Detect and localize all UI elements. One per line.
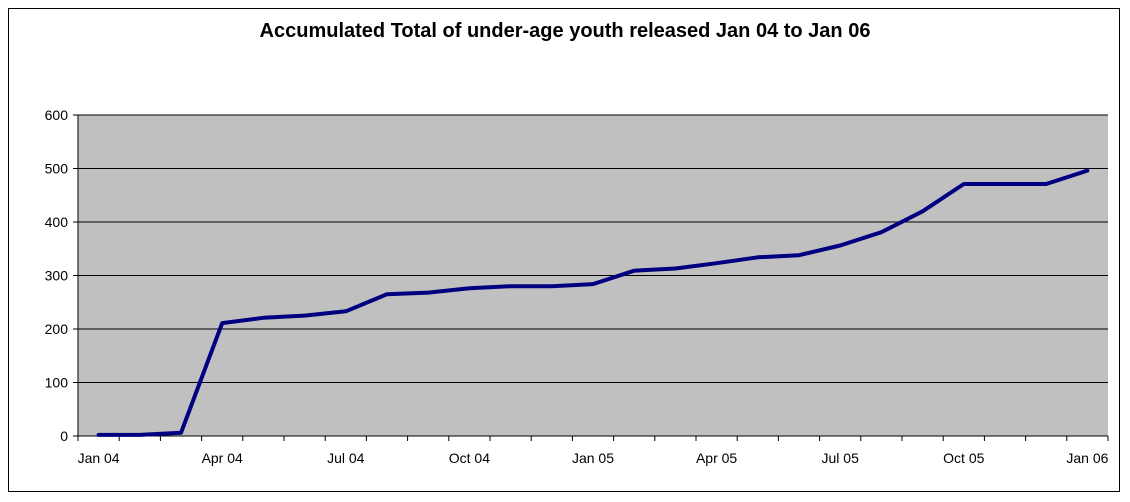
x-tick-label: Jul 05 (822, 450, 860, 466)
data-point (468, 287, 470, 289)
chart-title: Accumulated Total of under-age youth rel… (259, 20, 871, 42)
data-point (262, 317, 264, 319)
data-point (1086, 170, 1088, 172)
x-tick-label: Apr 05 (696, 450, 737, 466)
x-tick-label: Oct 05 (943, 450, 984, 466)
data-point (139, 434, 141, 436)
data-point (345, 310, 347, 312)
y-tick-label: 600 (45, 107, 69, 123)
x-tick-label: Jan 06 (1066, 450, 1108, 466)
y-tick-label: 400 (45, 214, 69, 230)
data-point (304, 315, 306, 317)
x-tick-label: Jul 04 (327, 450, 365, 466)
x-tick-label: Jan 04 (78, 450, 120, 466)
data-point (98, 434, 100, 436)
data-point (674, 268, 676, 270)
data-point (1045, 183, 1047, 185)
y-tick-label: 500 (45, 161, 69, 177)
data-point (633, 270, 635, 272)
x-tick-label: Oct 04 (449, 450, 490, 466)
data-point (427, 292, 429, 294)
data-point (551, 285, 553, 287)
data-point (386, 293, 388, 295)
data-point (716, 262, 718, 264)
data-point (880, 231, 882, 233)
data-point (798, 254, 800, 256)
data-point (510, 285, 512, 287)
data-point (592, 283, 594, 285)
x-tick-label: Apr 04 (202, 450, 243, 466)
y-tick-label: 300 (45, 268, 69, 284)
data-point (839, 245, 841, 247)
y-tick-label: 200 (45, 321, 69, 337)
data-point (221, 322, 223, 324)
data-point (757, 256, 759, 258)
y-tick-label: 0 (60, 428, 68, 444)
data-point (963, 183, 965, 185)
data-point (922, 210, 924, 212)
data-point (180, 432, 182, 434)
x-tick-label: Jan 05 (572, 450, 614, 466)
y-tick-label: 100 (45, 375, 69, 391)
data-point (1004, 183, 1006, 185)
